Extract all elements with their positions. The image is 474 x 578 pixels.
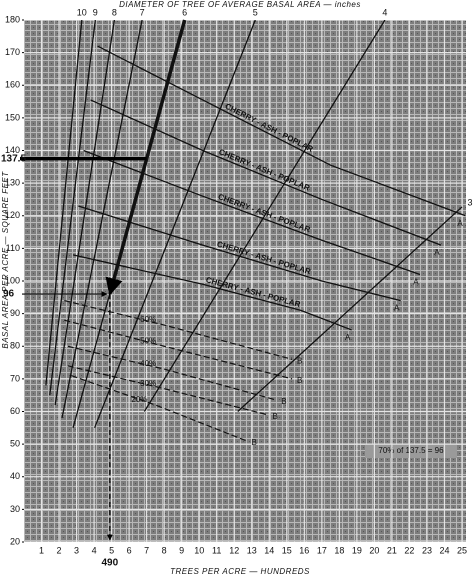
dashed-label: 20% — [131, 395, 147, 404]
x-tick-label: 13 — [247, 545, 257, 555]
plot — [24, 20, 466, 542]
y-tick-label: 100 — [5, 275, 20, 285]
dashed-label: 60% — [140, 315, 156, 324]
x-tick-label: 25 — [457, 545, 467, 555]
x-tick-label: 8 — [162, 545, 167, 555]
diameter-line — [237, 206, 463, 412]
dashed-label: 50% — [140, 336, 156, 345]
x-tick-label: 9 — [179, 545, 184, 555]
dashed-curve — [67, 345, 277, 401]
y-tick-label: 120 — [5, 210, 20, 220]
x-tick-label: 2 — [57, 545, 62, 555]
x-tick-label: 5 — [109, 545, 114, 555]
diameter-label: 10 — [77, 7, 87, 17]
curve-end-label: A — [434, 248, 440, 257]
diameter-line — [143, 20, 386, 412]
x-tick-label: 22 — [404, 545, 414, 555]
curve-end-label: A — [413, 278, 419, 287]
dashed-label: 40% — [140, 359, 156, 368]
diameter-label: 6 — [182, 7, 187, 17]
dashed-label: 30% — [140, 379, 156, 388]
curve-end-label: A — [345, 333, 351, 342]
curve-end-label: A — [457, 219, 463, 228]
diameter-label: 5 — [253, 7, 258, 17]
curve-end-label: B — [273, 412, 278, 421]
curve-end-label: B — [297, 356, 302, 365]
y-tick-label: 160 — [5, 80, 20, 90]
x-tick-label: 10 — [194, 545, 204, 555]
diameter-line — [49, 20, 96, 396]
dashed-curve — [64, 319, 293, 380]
stocking-curve — [78, 205, 401, 302]
note-box — [365, 444, 457, 458]
y-tick-label: 140 — [5, 145, 20, 155]
curve-end-label: B — [281, 397, 286, 406]
y-tick-label: 80 — [10, 341, 20, 351]
curve-end-label: A — [394, 304, 400, 313]
x-tick-label: 6 — [127, 545, 132, 555]
x-tick-label: 24 — [439, 545, 449, 555]
full-stocking-label: 137.5 — [1, 153, 26, 164]
x-tick-label: 14 — [264, 545, 274, 555]
curve-end-label: B — [252, 438, 257, 447]
x-tick-label: 23 — [422, 545, 432, 555]
x-tick-label: 20 — [369, 545, 379, 555]
x-tick-label: 19 — [352, 545, 362, 555]
x-axis-label: TREES PER ACRE — HUNDREDS — [170, 567, 310, 576]
diameter-line — [61, 20, 143, 419]
y-tick-label: 30 — [10, 504, 20, 514]
diameter-label: 3 — [467, 197, 472, 207]
x-tick-label: 12 — [229, 545, 239, 555]
y-tick-label: 50 — [10, 439, 20, 449]
y-tick-label: 110 — [6, 243, 20, 253]
y-tick-label: 20 — [10, 536, 20, 546]
stocking-curve — [97, 45, 466, 217]
x-tick-label: 16 — [299, 545, 309, 555]
diameter-label: 8 — [112, 7, 117, 17]
y-tick-label: 180 — [5, 14, 20, 24]
diameter-label: 7 — [140, 7, 145, 17]
diameter-line — [94, 20, 256, 429]
note: 70% of 137.5 = 96 — [378, 446, 444, 455]
y-tick-label: 70 — [10, 373, 20, 383]
x-tick-label: 11 — [212, 545, 221, 555]
x-tick-label: 17 — [317, 545, 327, 555]
x-tick-label: 7 — [144, 545, 149, 555]
chart-title: DIAMETER OF TREE OF AVERAGE BASAL AREA —… — [119, 0, 361, 9]
diameter-line — [45, 20, 83, 386]
dashed-curve — [64, 299, 293, 360]
y-tick-label: 90 — [10, 308, 20, 318]
x-tick-label: 18 — [334, 545, 344, 555]
y-tick-label: 170 — [5, 47, 20, 57]
y-tick-label: 60 — [10, 406, 20, 416]
x-tick-label: 21 — [387, 545, 397, 555]
diameter-line — [54, 20, 116, 406]
stocking-curve — [72, 254, 352, 331]
y-axis-label: BASAL AREA PER ACRE — SQUARE FEET — [1, 171, 10, 349]
x-tick-label: 15 — [282, 545, 292, 555]
x-tick-label: 3 — [74, 545, 79, 555]
y-tick-label: 40 — [10, 471, 20, 481]
dashed-curve — [71, 375, 247, 442]
x-tick-label: 1 — [39, 545, 44, 555]
x-tick-label: 4 — [92, 545, 97, 555]
trees-label: 490 — [102, 558, 119, 569]
diameter-label: 4 — [382, 7, 387, 17]
y-tick-label: 150 — [5, 112, 20, 122]
y-tick-label: 130 — [5, 178, 20, 188]
curve-end-label: B — [297, 376, 302, 385]
stocking-curve — [90, 99, 442, 246]
dashed-curve — [67, 365, 268, 416]
target-label: 96 — [3, 289, 15, 300]
diameter-label: 9 — [93, 7, 98, 17]
